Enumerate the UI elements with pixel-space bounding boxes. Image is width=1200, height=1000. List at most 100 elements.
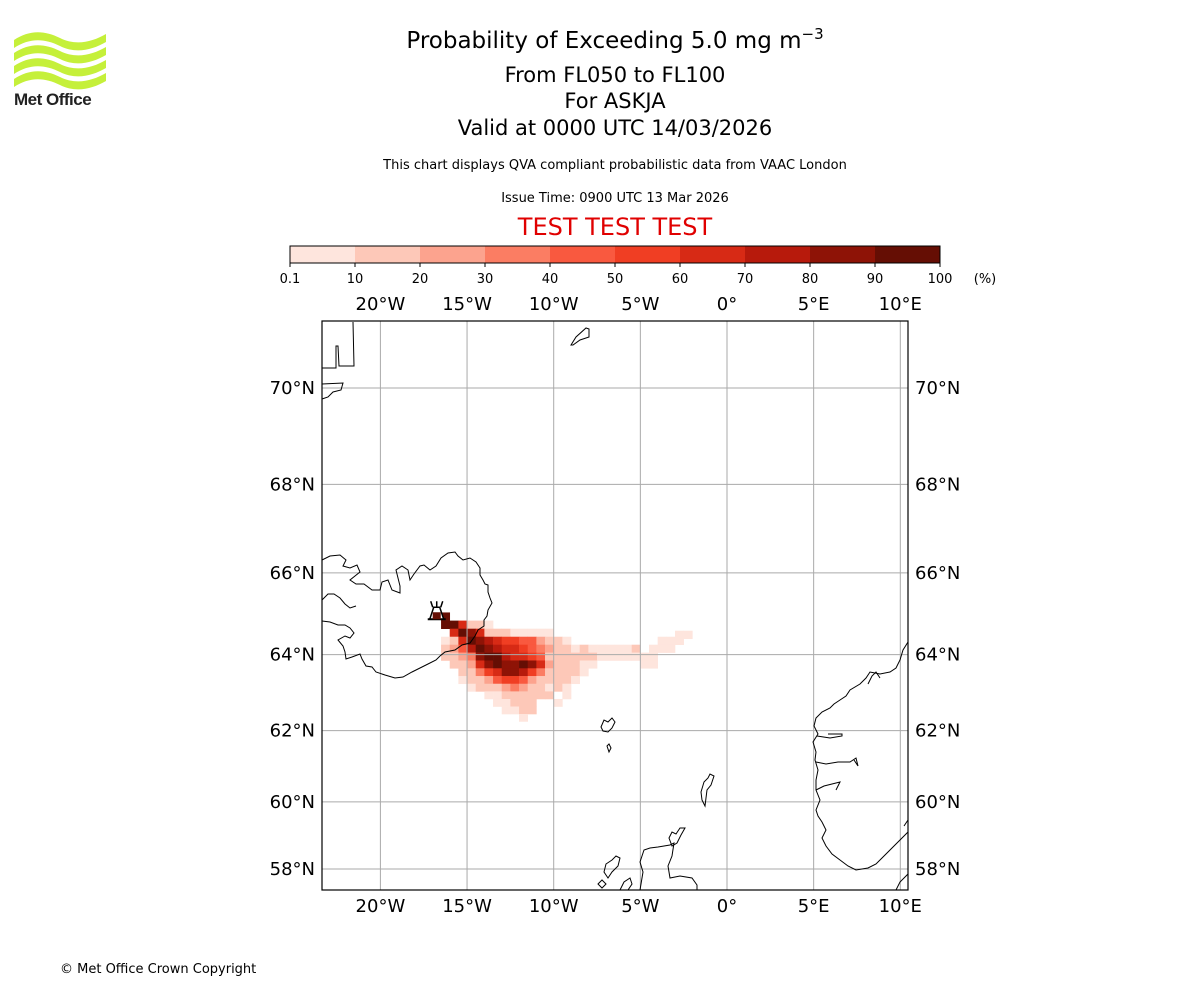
plume-cell — [467, 644, 477, 653]
plume-cell — [536, 628, 546, 638]
x-tick-label-top: 10°W — [529, 294, 579, 315]
coastline-scotland — [639, 842, 698, 891]
x-tick-label-bottom: 20°W — [356, 896, 406, 917]
plume-cell — [467, 676, 477, 685]
plume-cell — [519, 660, 529, 669]
plume-cell — [527, 683, 537, 692]
plume-cell — [553, 636, 563, 646]
plume-cell — [666, 636, 676, 646]
plume-cell — [545, 691, 554, 700]
plume-cell — [501, 628, 511, 638]
coastline-west-scotland — [619, 877, 633, 891]
plume-cell — [510, 628, 520, 638]
x-tick-label-bottom: 5°E — [798, 896, 830, 917]
y-tick-label-left: 70°N — [270, 378, 315, 399]
plume-cell — [458, 644, 468, 653]
plume-cell — [458, 620, 468, 629]
plume-cell — [510, 636, 520, 646]
x-axis-top-labels: 20°W 15°W 10°W 5°W 0° 5°E 10°E — [356, 294, 922, 315]
x-axis-bottom-labels: 20°W 15°W 10°W 5°W 0° 5°E 10°E — [356, 896, 922, 917]
plume-cell — [675, 630, 684, 640]
colorbar-bin — [680, 246, 746, 263]
plume-cell — [449, 636, 459, 646]
y-axis-right-labels: 70°N 68°N 66°N 64°N 62°N 60°N 58°N — [915, 378, 960, 880]
plume-cell — [527, 636, 537, 646]
plume-cell — [467, 628, 477, 638]
plume-cell — [458, 652, 468, 661]
plume-cell — [458, 636, 468, 646]
plume-cell — [588, 644, 598, 653]
plume-cell — [501, 636, 511, 646]
plume-cell — [441, 652, 451, 661]
plume-cell — [527, 706, 537, 715]
plume-cell — [501, 660, 511, 669]
plume-cell — [484, 676, 494, 685]
x-tick-label-top: 5°W — [621, 294, 659, 315]
plume-cell — [579, 668, 589, 677]
y-tick-label-left: 68°N — [270, 474, 315, 495]
colorbar-bin — [745, 246, 811, 263]
plume-cell — [623, 644, 632, 653]
volcano-plume-line — [440, 601, 444, 608]
colorbar-tick-label: 80 — [802, 272, 819, 287]
plume-cell — [562, 644, 572, 653]
plume-cell — [501, 644, 511, 653]
coastline-norway-east — [903, 819, 909, 827]
plume-cell — [519, 652, 529, 661]
plume-cell — [519, 676, 529, 685]
colorbar-tick-label: 50 — [607, 272, 624, 287]
plume-cell — [553, 660, 563, 669]
plume-cell — [510, 644, 520, 653]
colorbar-tick-label: 40 — [542, 272, 559, 287]
colorbar-tick-label: 0.1 — [280, 272, 301, 287]
colorbar — [289, 245, 941, 264]
coastline-shetland — [700, 773, 715, 808]
plume-cell — [527, 628, 537, 638]
plume-cell — [484, 620, 494, 629]
x-tick-label-top: 5°E — [798, 294, 830, 315]
plume-cell — [527, 660, 537, 669]
volcano-plume-line — [430, 601, 434, 608]
plume-cell — [493, 691, 503, 700]
plume-cell — [649, 652, 658, 661]
plume-cell — [588, 652, 598, 661]
plume-cell — [467, 652, 477, 661]
map-frame — [321, 320, 909, 891]
coastline-hebrides — [603, 855, 621, 879]
plume-cell — [484, 652, 494, 661]
plume-cell — [579, 652, 589, 661]
plume-cell — [519, 644, 529, 653]
plume-cell — [458, 628, 468, 638]
met-office-logo: Met Office — [14, 30, 106, 112]
plume-cell — [649, 644, 658, 653]
plume-cell — [562, 660, 572, 669]
logo-text: Met Office — [14, 90, 92, 109]
plume-cell — [484, 660, 494, 669]
plume-cell — [675, 636, 684, 646]
y-tick-label-right: 58°N — [915, 859, 960, 880]
plume-cell — [545, 668, 554, 677]
plume-cell — [623, 652, 632, 661]
plume-cell — [475, 668, 485, 677]
plume-cell — [441, 644, 451, 653]
plume-cell — [527, 668, 537, 677]
plume-cell — [545, 628, 554, 638]
plume-cell — [527, 676, 537, 685]
plume-cell — [458, 660, 468, 669]
x-tick-label-top: 10°E — [879, 294, 922, 315]
copyright-footer: © Met Office Crown Copyright — [60, 962, 257, 977]
colorbar-ticks: 0.1 10 20 30 40 50 60 70 80 90 100 — [280, 263, 952, 287]
plume-cell — [475, 676, 485, 685]
plume-cell — [536, 652, 546, 661]
plume-cell — [553, 652, 563, 661]
plume-cell — [571, 660, 580, 669]
colorbar-bin — [615, 246, 681, 263]
y-axis-left-labels: 70°N 68°N 66°N 64°N 62°N 60°N 58°N — [270, 378, 315, 880]
plume-cell — [571, 668, 580, 677]
coastline-greenland — [321, 321, 355, 369]
plume-cell — [501, 652, 511, 661]
plume-cell — [579, 660, 589, 669]
chart-title: Probability of Exceeding 5.0 mg m−3 — [0, 27, 1200, 55]
colorbar-tick-label: 10 — [347, 272, 364, 287]
x-tick-label-top: 20°W — [356, 294, 406, 315]
